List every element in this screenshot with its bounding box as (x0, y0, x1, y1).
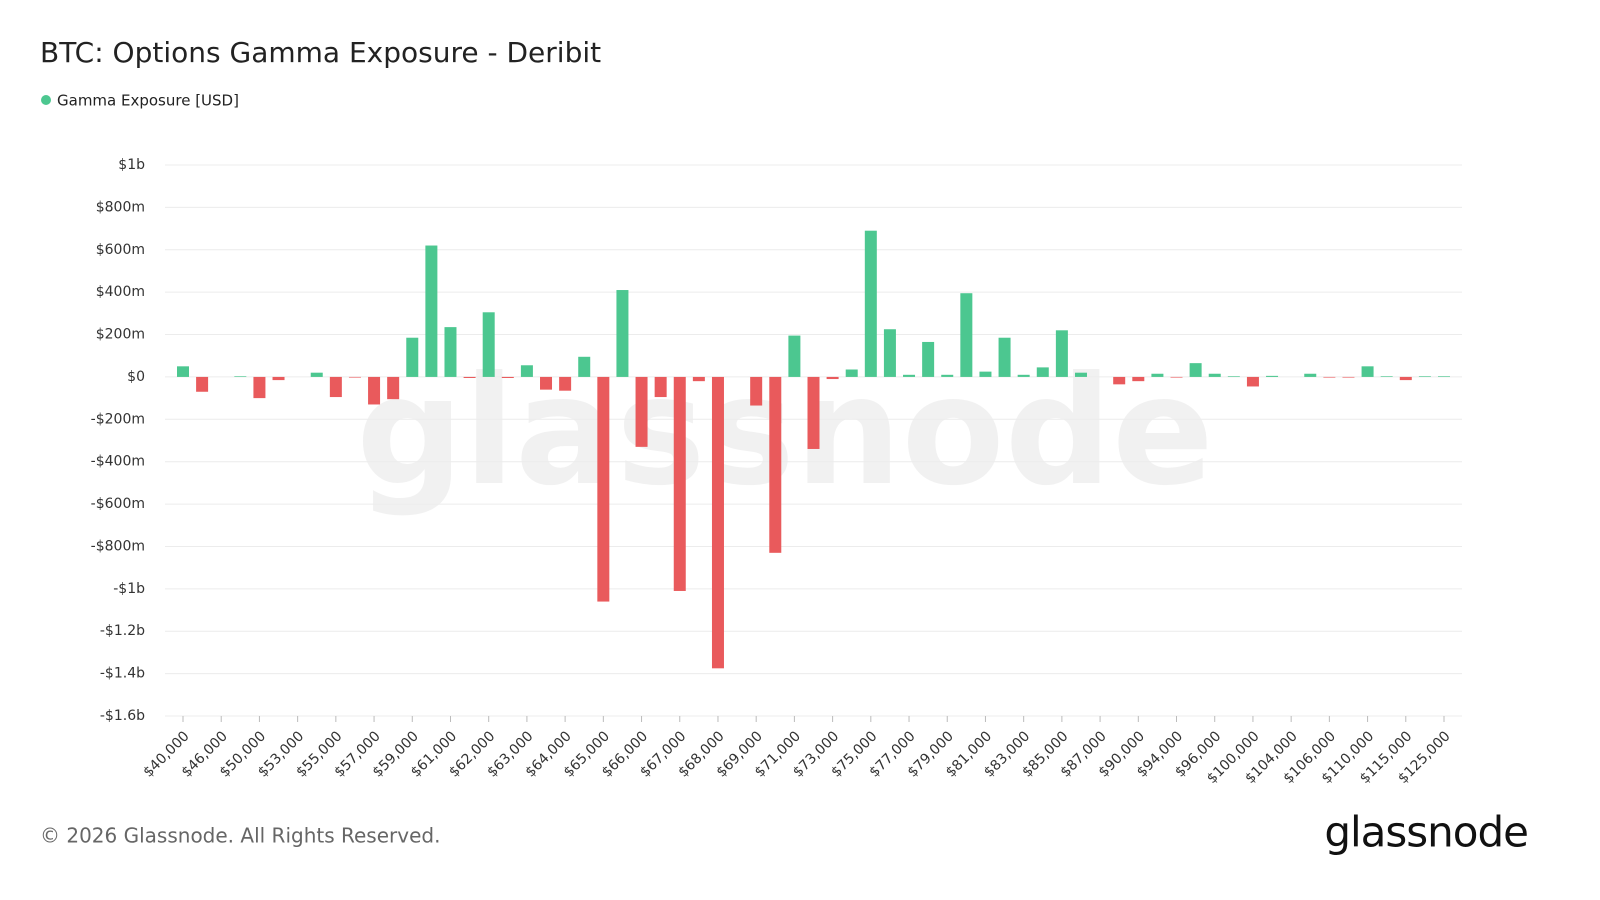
y-tick-label: -$200m (91, 411, 145, 427)
legend-label: Gamma Exposure [USD] (57, 92, 239, 110)
bar (310, 372, 323, 377)
bar (520, 365, 533, 377)
bar (1323, 376, 1336, 378)
bar (578, 356, 591, 377)
legend-swatch (41, 95, 51, 105)
bar (1418, 376, 1431, 377)
bar (1074, 372, 1087, 377)
bar (1438, 376, 1450, 377)
bar (1208, 373, 1221, 377)
bar (368, 376, 381, 405)
bar (998, 337, 1011, 377)
bar (463, 376, 476, 378)
bar (444, 327, 457, 377)
bar (1380, 376, 1393, 377)
bar (941, 374, 954, 377)
bar (387, 376, 400, 400)
y-tick-label: $400m (96, 284, 145, 300)
y-tick-label: -$800m (91, 538, 145, 554)
bar (177, 366, 189, 377)
bar (750, 376, 763, 406)
bar (1246, 376, 1259, 387)
bar (883, 329, 896, 377)
bar (597, 376, 610, 602)
y-tick-label: $600m (96, 242, 145, 258)
y-tick-label: -$1.6b (100, 708, 145, 724)
bar (425, 245, 438, 377)
logo: glassnode (1324, 808, 1528, 857)
bar (1036, 367, 1049, 377)
bar (1189, 363, 1202, 377)
watermark: glassnode (356, 345, 1214, 519)
bar (826, 376, 839, 380)
y-tick-label: -$1.2b (100, 623, 145, 639)
bar (864, 230, 877, 377)
bar (769, 376, 782, 553)
chart-title: BTC: Options Gamma Exposure - Deribit (40, 36, 601, 69)
y-tick-label: -$400m (91, 454, 145, 470)
bar (711, 376, 724, 669)
bar (1227, 376, 1240, 377)
bar (234, 376, 247, 377)
bar (1170, 376, 1183, 378)
y-tick-label: $200m (96, 327, 145, 343)
bar (1151, 373, 1164, 377)
bar (1055, 330, 1068, 377)
bar (845, 369, 858, 377)
bar (692, 376, 705, 382)
y-tick-label: $1b (118, 157, 145, 173)
bar (196, 376, 209, 392)
bar (807, 376, 820, 449)
bar (482, 312, 495, 377)
bar (1132, 376, 1145, 382)
bar (406, 337, 419, 377)
bar (635, 376, 648, 447)
bar (1304, 373, 1317, 377)
bar (1017, 374, 1030, 377)
bar (1342, 376, 1355, 378)
y-tick-label: -$1.4b (100, 666, 145, 682)
copyright: © 2026 Glassnode. All Rights Reserved. (40, 824, 440, 848)
bar (540, 376, 553, 390)
bar (1399, 376, 1412, 381)
bar (1361, 366, 1374, 377)
bar (654, 376, 667, 398)
bar (903, 374, 916, 377)
bar (253, 376, 266, 399)
bar (922, 341, 935, 377)
bar (960, 293, 973, 377)
bar (348, 376, 361, 378)
bar (788, 335, 801, 377)
bar (1113, 376, 1126, 385)
y-tick-label: -$1b (113, 581, 145, 597)
y-tick-label: $800m (96, 199, 145, 215)
y-tick-label: $0 (127, 369, 145, 385)
bar (501, 376, 514, 378)
bar (979, 371, 992, 377)
bar (559, 376, 572, 391)
bar (272, 376, 285, 381)
bar (616, 290, 629, 377)
bar (1266, 375, 1279, 377)
bar (329, 376, 342, 398)
y-tick-label: -$600m (91, 496, 145, 512)
bar (673, 376, 686, 591)
